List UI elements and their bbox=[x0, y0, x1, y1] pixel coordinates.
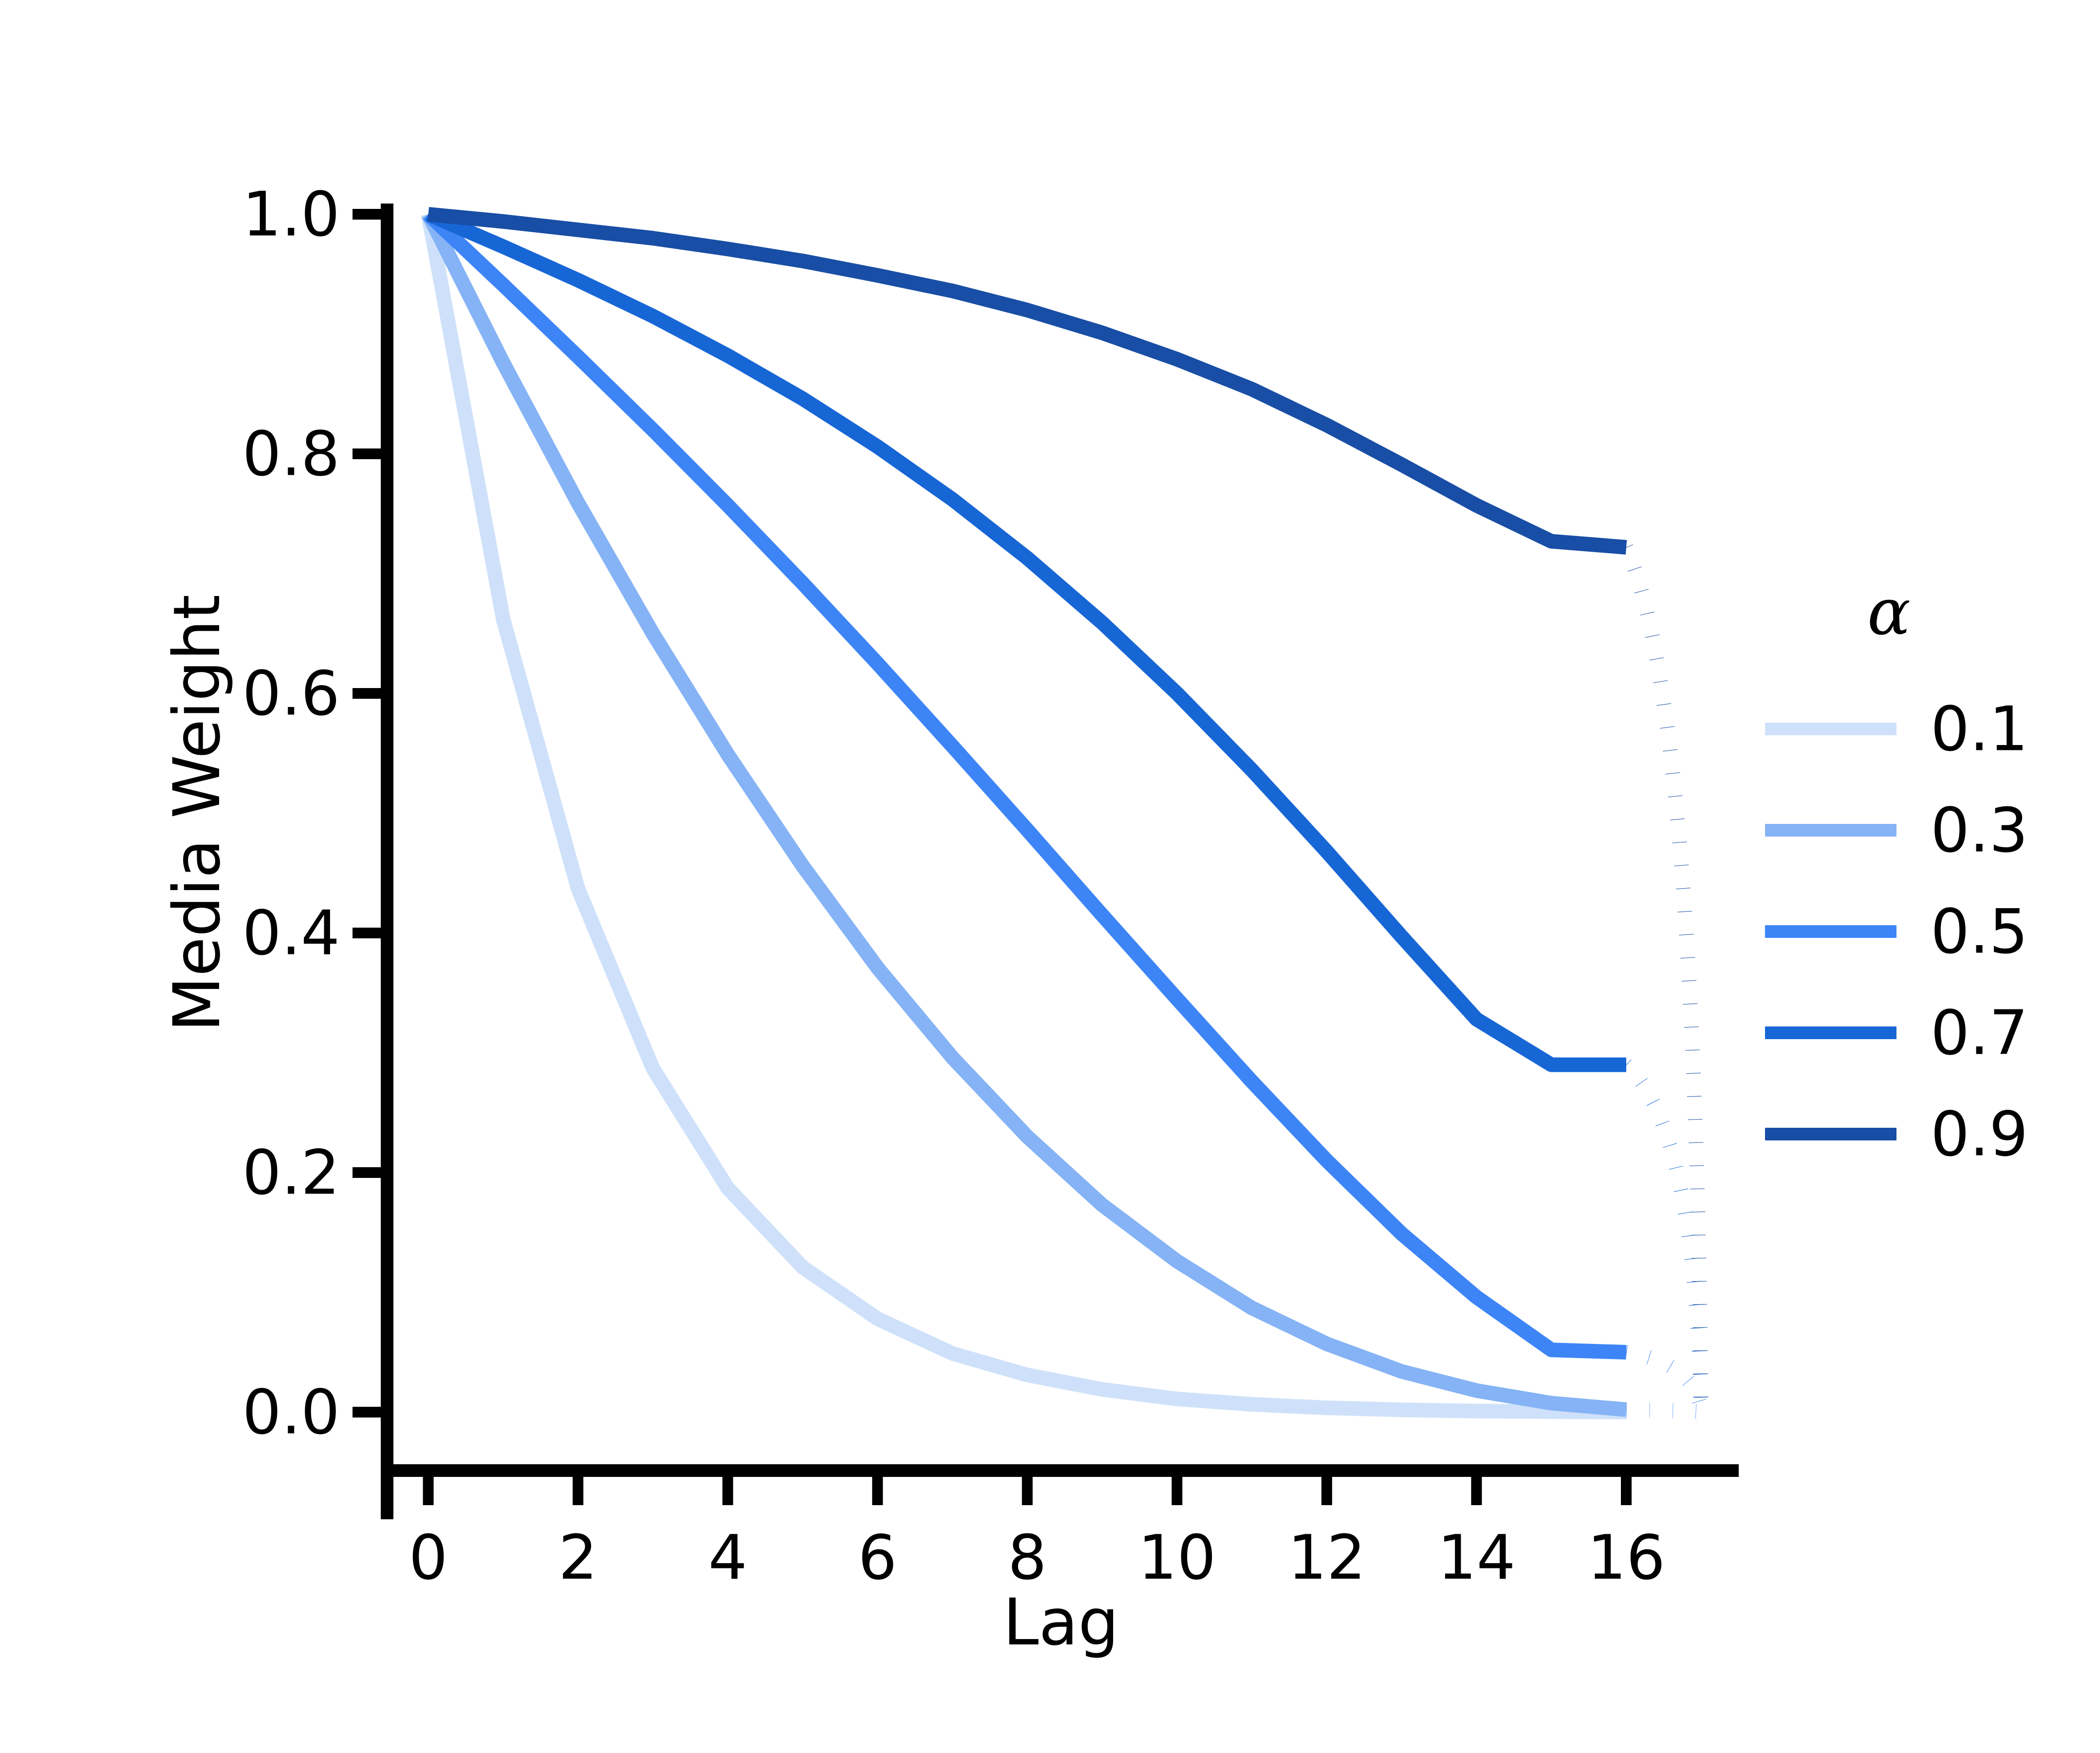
legend-swatch-0.3 bbox=[1765, 824, 1896, 837]
y-tick-mark bbox=[353, 1407, 381, 1417]
series-line-solid bbox=[425, 207, 1626, 1072]
x-axis-label: Lag bbox=[1003, 1585, 1119, 1660]
y-tick-label: 1.0 bbox=[242, 178, 340, 250]
x-tick-mark bbox=[1171, 1477, 1183, 1505]
legend-swatch-0.5 bbox=[1765, 925, 1896, 938]
x-tick-mark bbox=[872, 1477, 883, 1505]
legend-title: α bbox=[1867, 575, 1911, 650]
series-line-solid bbox=[423, 209, 1627, 1360]
x-tick-label: 4 bbox=[708, 1522, 747, 1593]
x-tick-mark bbox=[1321, 1477, 1332, 1505]
x-tick-mark bbox=[1471, 1477, 1482, 1505]
y-tick-label: 0.0 bbox=[242, 1376, 340, 1448]
x-tick-label: 6 bbox=[858, 1522, 897, 1593]
x-axis-spine bbox=[381, 1464, 1739, 1477]
x-tick-label: 12 bbox=[1287, 1522, 1366, 1593]
series-line-dotted bbox=[1626, 1402, 1704, 1419]
y-tick-mark bbox=[353, 688, 381, 699]
x-tick-label: 0 bbox=[409, 1522, 448, 1593]
legend-swatch-0.7 bbox=[1765, 1026, 1896, 1039]
x-tick-mark bbox=[722, 1477, 733, 1505]
x-tick-label: 14 bbox=[1437, 1522, 1516, 1593]
legend-swatch-0.1 bbox=[1765, 723, 1896, 735]
x-tick-mark bbox=[573, 1477, 584, 1505]
y-tick-label: 0.2 bbox=[242, 1137, 340, 1209]
y-tick-label: 0.4 bbox=[242, 897, 340, 969]
y-tick-label: 0.6 bbox=[242, 657, 340, 729]
y-tick-mark bbox=[353, 1167, 381, 1178]
x-tick-label: 2 bbox=[558, 1522, 598, 1593]
y-tick-mark bbox=[353, 928, 381, 938]
y-axis-spine bbox=[381, 204, 393, 1519]
series-line-solid bbox=[422, 211, 1627, 1417]
x-tick-mark bbox=[1022, 1477, 1033, 1505]
series-line-solid bbox=[421, 213, 1627, 1419]
x-tick-mark bbox=[423, 1477, 434, 1505]
x-tick-label: 10 bbox=[1138, 1522, 1216, 1593]
legend-swatch-0.9 bbox=[1765, 1128, 1896, 1140]
legend-label-0.7: 0.7 bbox=[1931, 997, 2028, 1069]
legend-label-0.5: 0.5 bbox=[1931, 895, 2028, 968]
legend-label-0.9: 0.9 bbox=[1931, 1098, 2028, 1170]
series-line-dotted bbox=[1621, 1059, 1709, 1413]
x-tick-label: 8 bbox=[1007, 1522, 1047, 1593]
y-tick-mark bbox=[353, 448, 381, 459]
y-tick-label: 0.8 bbox=[242, 418, 340, 490]
legend-label-0.1: 0.1 bbox=[1931, 693, 2028, 765]
series-line-solid bbox=[427, 207, 1627, 555]
x-tick-mark bbox=[1621, 1477, 1632, 1505]
series-line-dotted bbox=[1625, 1345, 1709, 1414]
x-tick-label: 16 bbox=[1587, 1522, 1666, 1593]
y-tick-mark bbox=[353, 209, 381, 220]
legend-label-0.3: 0.3 bbox=[1931, 794, 2028, 866]
